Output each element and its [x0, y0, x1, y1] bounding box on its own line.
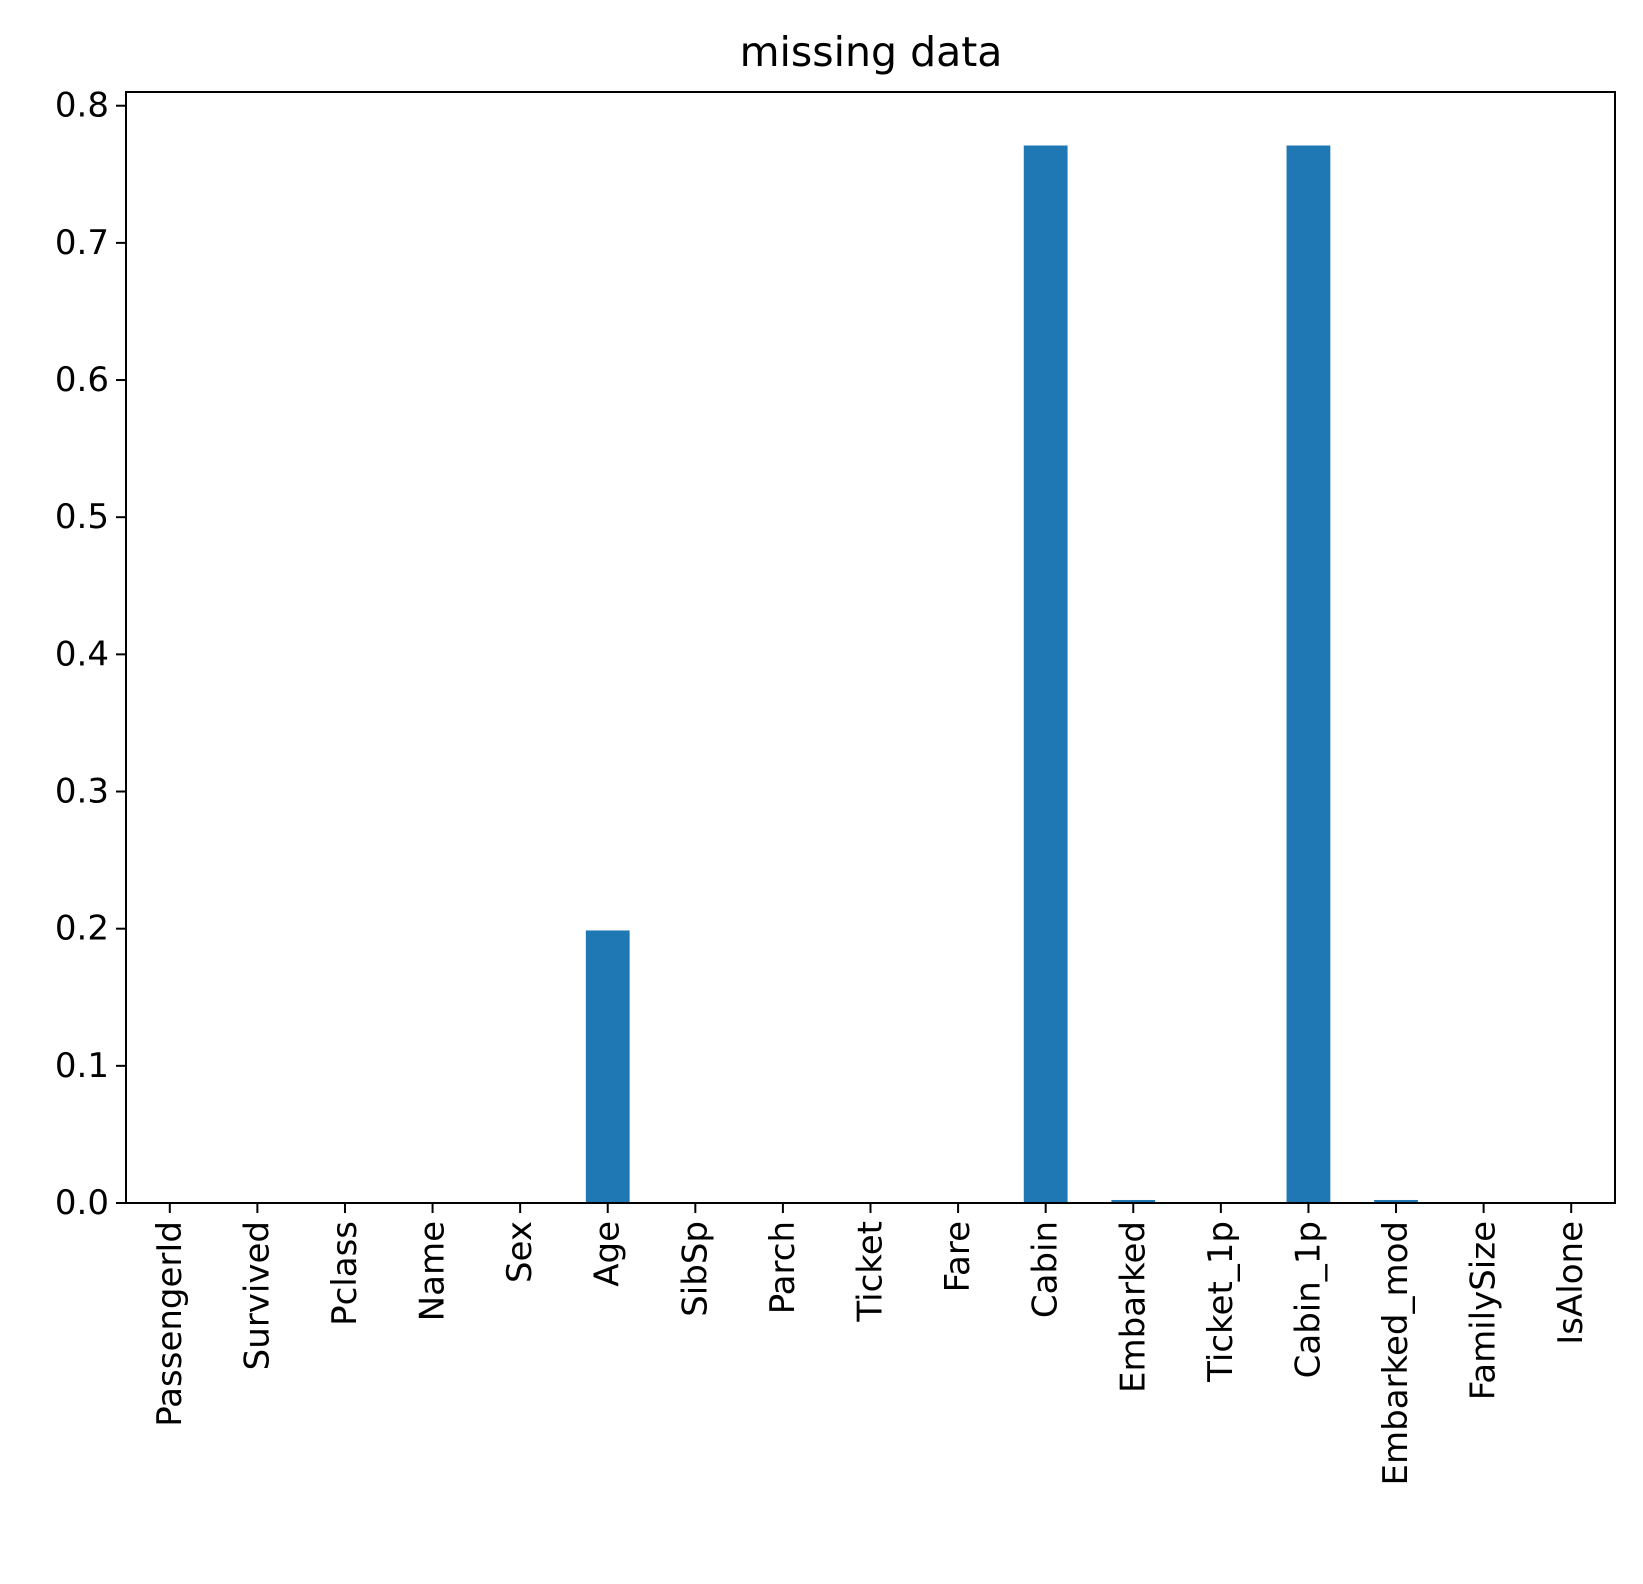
bars-group — [585, 145, 1418, 1204]
x-tick-label: SibSp — [675, 1221, 715, 1317]
plot-frame — [125, 91, 1616, 1204]
bar-embarked — [1111, 1199, 1156, 1203]
x-tick-label: Age — [588, 1221, 628, 1287]
x-tick-label: FamilySize — [1464, 1221, 1504, 1400]
bar-cabin — [1023, 145, 1068, 1204]
y-tick-label: 0.1 — [55, 1046, 109, 1086]
y-tick-label: 0.3 — [55, 772, 109, 812]
bar-embarked-mod — [1374, 1199, 1418, 1203]
x-axis: PassengerId Survived Pclass Name Sex Age SibSp… — [150, 1203, 1591, 1485]
x-tick-label: Pclass — [325, 1221, 365, 1326]
x-tick-label: Name — [413, 1221, 453, 1321]
x-tick-label: Survived — [237, 1221, 277, 1370]
x-tick-label: Cabin_1p — [1288, 1221, 1328, 1378]
x-tick-label: Sex — [500, 1221, 540, 1283]
y-axis: 0.0 0.1 0.2 0.3 0.4 0.5 0.6 0.7 0.8 — [55, 86, 126, 1223]
y-tick-label: 0.4 — [55, 634, 109, 674]
y-tick-label: 0.5 — [55, 497, 109, 537]
y-tick-label: 0.7 — [55, 223, 109, 263]
x-tick-label: IsAlone — [1551, 1221, 1591, 1345]
bar-age — [585, 930, 630, 1203]
x-tick-label: PassengerId — [150, 1221, 190, 1427]
x-tick-label: Ticket — [851, 1221, 891, 1323]
chart-title: missing data — [740, 28, 1003, 76]
x-tick-label: Embarked — [1113, 1221, 1153, 1393]
x-tick-label: Parch — [763, 1221, 803, 1314]
x-tick-label: Ticket_1p — [1201, 1221, 1241, 1383]
y-tick-label: 0.0 — [55, 1183, 109, 1223]
x-tick-label: Embarked_mod — [1376, 1221, 1416, 1485]
x-tick-label: Fare — [938, 1221, 978, 1292]
y-tick-label: 0.8 — [55, 86, 109, 126]
bar-cabin-1p — [1286, 145, 1331, 1204]
y-tick-label: 0.6 — [55, 360, 109, 400]
x-tick-label: Cabin — [1026, 1221, 1066, 1318]
y-tick-label: 0.2 — [55, 909, 109, 949]
